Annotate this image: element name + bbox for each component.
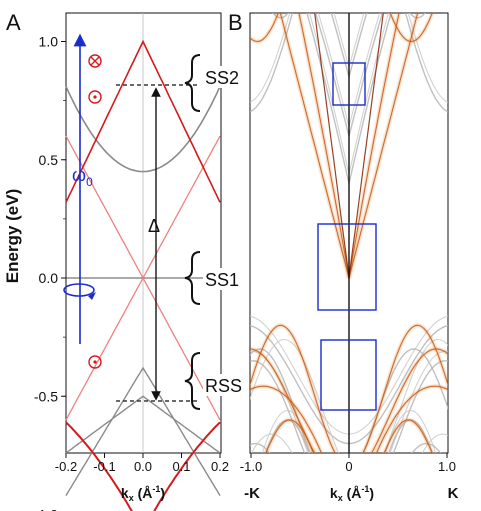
- gray-band-conduction: [65, 86, 221, 173]
- bulk-band-gray: [249, 503, 449, 511]
- panel-a-y-tick-label: 0.5: [39, 152, 59, 168]
- spin-out-rss-icon: [88, 355, 102, 369]
- rss-red: [65, 421, 221, 511]
- ss1-red-upper: [65, 39, 221, 203]
- ss2-brace: [184, 54, 201, 112]
- zoom-box-ss2: [332, 62, 366, 106]
- bulk-band-gray: [250, 360, 448, 453]
- panel-a-bands: [65, 39, 221, 511]
- bulk-band-gray: [250, 348, 448, 453]
- surface-band-orange: [250, 13, 433, 43]
- ss1-brace: [184, 251, 201, 305]
- panel-a-x-tick-label: 0.0: [134, 459, 152, 474]
- panel-b: [249, 0, 449, 511]
- ss1-pink-b: [65, 135, 221, 421]
- zoom-box-rss: [320, 339, 377, 411]
- ss2-label-bg: [203, 66, 247, 88]
- bulk-band-gray: [250, 433, 448, 453]
- k-label: K: [448, 485, 459, 502]
- panel-b-x-tick-label: 1.0: [438, 459, 456, 474]
- gray-band-valence: [65, 366, 221, 496]
- surface-band-orange: [265, 419, 433, 453]
- gray-band-valence-2: [65, 395, 221, 454]
- panel-a-y-tick-label: -0.5: [34, 388, 58, 404]
- rss-label-bg: [203, 374, 251, 396]
- bulk-band-gray: [249, 0, 449, 8]
- bulk-band-gray: [261, 409, 437, 453]
- panel-b-x-axis-label: kx (Å-1): [330, 484, 374, 503]
- surface-band-orange: [250, 324, 448, 453]
- surface-band-orange: [250, 348, 448, 453]
- panel-a-y-tick-label: 1.0: [39, 34, 59, 50]
- bulk-band-gray: [250, 442, 442, 453]
- panel-b-x-tick-label: 0: [345, 459, 352, 474]
- y-axis-label: Energy (eV): [3, 189, 22, 283]
- spin-out-icon: [88, 90, 102, 104]
- panel-b-letter: B: [228, 10, 243, 35]
- panel-a-x-tick-label: 0.1: [172, 459, 190, 474]
- circular-polarization-icon: [63, 283, 96, 300]
- delta-label: Δ: [148, 216, 160, 236]
- panel-a: ω0 Δ: [63, 12, 222, 511]
- omega-label: ω0: [72, 165, 93, 189]
- bulk-band-gray: [250, 13, 448, 113]
- panel-a-y-tick-label: -1.0: [34, 507, 58, 511]
- panel-a-y-tick-label: 0.0: [39, 270, 59, 286]
- panel-a-frame: [65, 12, 222, 454]
- panel-a-x-axis-label: kx (Å-1): [121, 484, 165, 503]
- zoom-box-ss1: [317, 223, 377, 311]
- bulk-band-gray: [250, 338, 448, 453]
- panel-a-x-tick-label: -0.1: [93, 459, 115, 474]
- minus-k-label: -K: [244, 485, 260, 502]
- panel-b-x-tick-label: -1.0: [240, 459, 262, 474]
- panel-b-ticks: -1.0 0 1.0: [240, 453, 456, 474]
- panel-a-letter: A: [6, 10, 21, 35]
- surface-band-orange: [250, 385, 448, 453]
- rss-label: RSS: [205, 376, 242, 396]
- state-labels: SS2 SS1 RSS: [203, 66, 251, 396]
- panel-a-x-tick-label: 0.2: [211, 459, 229, 474]
- bulk-band-gray: [250, 13, 448, 103]
- panel-a-x-tick-label: -0.2: [55, 459, 77, 474]
- ss1-label: SS1: [205, 270, 239, 290]
- ss2-label: SS2: [205, 68, 239, 88]
- rss-brace: [184, 352, 201, 410]
- spin-into-icon: [88, 54, 102, 68]
- panel-a-ticks: -0.2-0.10.00.10.22.01.51.00.50.0-0.5-1.0: [34, 34, 229, 511]
- ss1-label-bg: [203, 268, 247, 290]
